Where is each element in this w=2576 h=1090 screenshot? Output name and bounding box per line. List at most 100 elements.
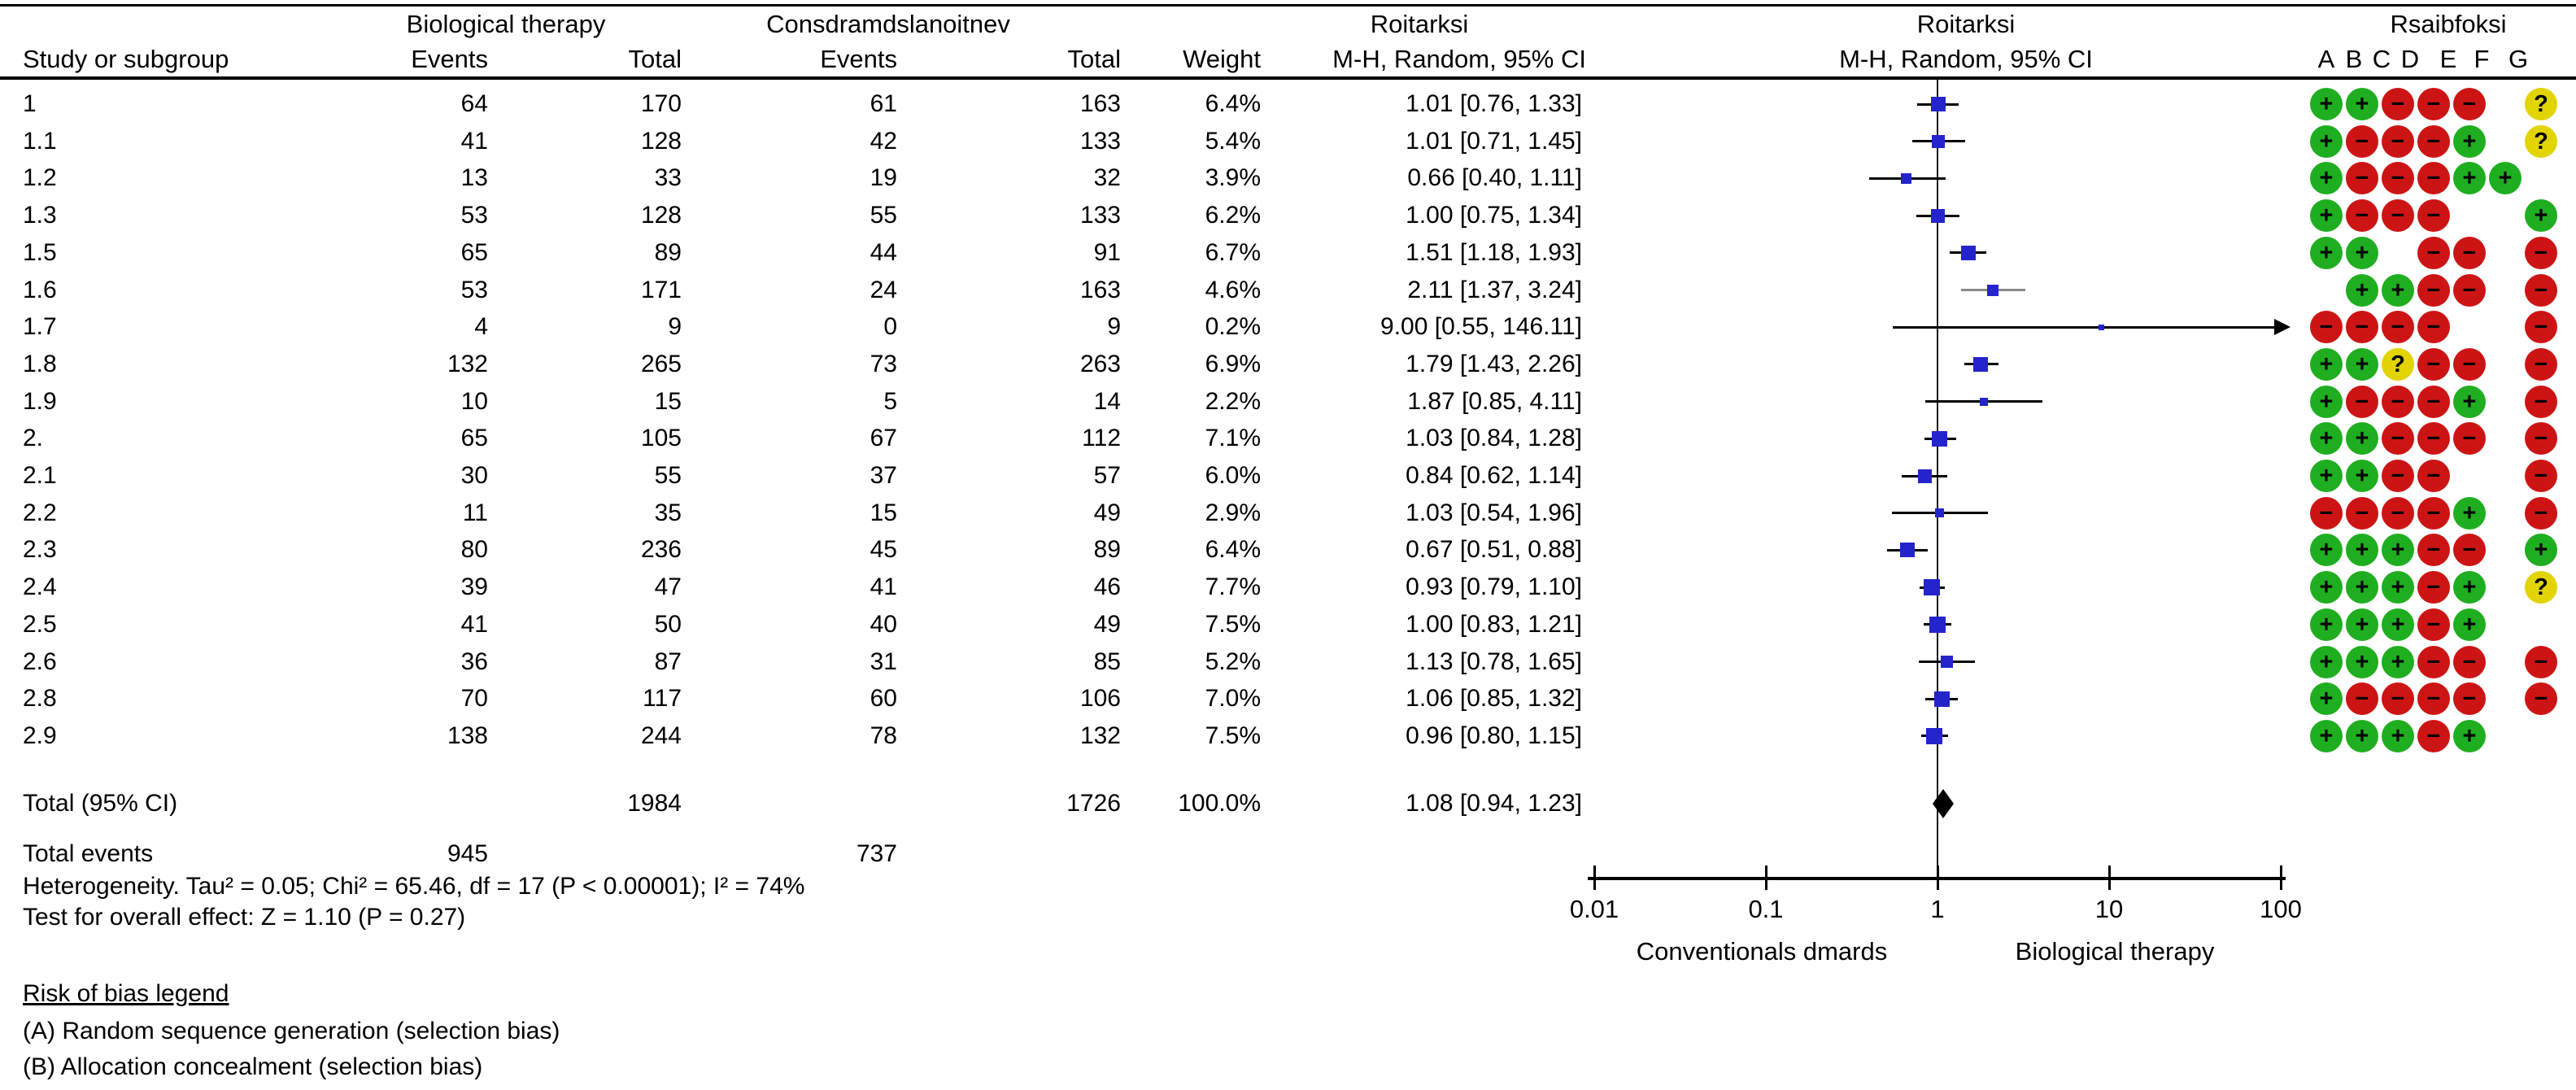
rob-letter-A: A bbox=[2317, 45, 2335, 73]
study-id: 2.3 bbox=[23, 536, 57, 564]
rob-circle-low: + bbox=[2489, 162, 2522, 195]
axis-label-right: Biological therapy bbox=[2015, 937, 2215, 966]
rob-circle-low: + bbox=[2310, 88, 2343, 120]
weight: 7.5% bbox=[1205, 610, 1261, 638]
events-2: 31 bbox=[870, 647, 897, 675]
rob-circle-low: + bbox=[2310, 236, 2343, 269]
events-2: 19 bbox=[870, 164, 897, 192]
rob-circle-high: − bbox=[2417, 682, 2450, 716]
rob-circle-low: + bbox=[2310, 460, 2343, 492]
rob-circle-high: − bbox=[2525, 385, 2557, 418]
rob-circle-low: + bbox=[2310, 719, 2343, 752]
rob-circle-low: + bbox=[2453, 124, 2486, 158]
weight: 7.7% bbox=[1205, 573, 1261, 601]
study-id: 1.5 bbox=[23, 238, 57, 266]
ci-text: 1.01 [0.71, 1.45] bbox=[1406, 127, 1582, 155]
rob-circle-high: − bbox=[2382, 162, 2414, 195]
events-1: 10 bbox=[460, 387, 488, 415]
rob-circle-high: − bbox=[2453, 347, 2486, 381]
group1-title: Biological therapy bbox=[406, 10, 606, 38]
total-2: 91 bbox=[1093, 238, 1121, 266]
events-2: 40 bbox=[870, 610, 897, 638]
rob-circle-low: + bbox=[2310, 682, 2343, 716]
rob-circle-high: − bbox=[2417, 460, 2450, 492]
total-1: 35 bbox=[654, 499, 682, 526]
total-1: 171 bbox=[640, 276, 682, 303]
rob-circle-low: + bbox=[2310, 385, 2343, 418]
study-id: 1.6 bbox=[23, 276, 57, 303]
total-2: 57 bbox=[1093, 462, 1121, 489]
rob-circle-high: − bbox=[2346, 496, 2378, 530]
rob-circle-low: + bbox=[2453, 162, 2486, 195]
total-weight: 100.0% bbox=[1178, 790, 1261, 817]
weight: 7.5% bbox=[1205, 722, 1261, 749]
effect-marker bbox=[1924, 579, 1941, 596]
rob-circle-high: − bbox=[2453, 682, 2486, 716]
study-id: 1.7 bbox=[23, 313, 57, 341]
study-id: 2.8 bbox=[23, 685, 57, 713]
ci-text: 0.67 [0.51, 0.88] bbox=[1406, 536, 1582, 564]
ci-text: 0.66 [0.40, 1.11] bbox=[1407, 164, 1582, 192]
rob-circle-low: + bbox=[2310, 571, 2343, 604]
weight: 6.4% bbox=[1205, 536, 1261, 564]
events-1: 138 bbox=[447, 722, 488, 749]
ci-text: 1.03 [0.54, 1.96] bbox=[1406, 499, 1582, 526]
effect-marker bbox=[1901, 172, 1912, 184]
rob-circle-low: + bbox=[2382, 608, 2414, 641]
total-row-label: Total (95% CI) bbox=[23, 790, 178, 817]
axis-tick-0.1 bbox=[1764, 865, 1767, 890]
events-1: 80 bbox=[460, 536, 488, 564]
events-2: 73 bbox=[870, 350, 897, 377]
rob-circle-high: − bbox=[2346, 311, 2378, 344]
rob-circle-high: − bbox=[2417, 571, 2450, 604]
rob-circle-high: − bbox=[2382, 311, 2414, 344]
rob-letter-B: B bbox=[2345, 45, 2363, 73]
rob-circle-low: + bbox=[2346, 347, 2378, 381]
weight: 4.6% bbox=[1205, 276, 1261, 303]
rob-circle-high: − bbox=[2417, 273, 2450, 307]
total-2: 133 bbox=[1079, 202, 1121, 229]
rob-circle-high: − bbox=[2417, 719, 2450, 752]
ci-text: 1.87 [0.85, 4.11] bbox=[1407, 387, 1582, 415]
events-1: 41 bbox=[460, 610, 488, 638]
events-1: 53 bbox=[460, 276, 488, 303]
rob-circle-high: − bbox=[2417, 311, 2450, 344]
rob-circle-high: − bbox=[2453, 236, 2486, 269]
rob-circle-low: + bbox=[2453, 608, 2486, 641]
total-1: 89 bbox=[654, 238, 682, 266]
weight: 0.2% bbox=[1205, 313, 1261, 341]
axis-tick-100 bbox=[2279, 865, 2282, 890]
rob-circle-high: − bbox=[2346, 385, 2378, 418]
total-2: 49 bbox=[1093, 610, 1121, 638]
study-id: 1.8 bbox=[23, 350, 57, 377]
rob-circle-low: + bbox=[2310, 608, 2343, 641]
study-id: 1.3 bbox=[23, 202, 57, 229]
group1-events-header: Events bbox=[411, 45, 488, 73]
rob-circle-low: + bbox=[2453, 496, 2486, 530]
events-1: 30 bbox=[460, 462, 488, 489]
ci-text: 1.00 [0.75, 1.34] bbox=[1406, 202, 1582, 229]
axis-tick-0.01 bbox=[1593, 865, 1596, 890]
rob-circle-high: − bbox=[2525, 347, 2557, 381]
rob-circle-unclear: ? bbox=[2525, 124, 2557, 158]
rob-circle-unclear: ? bbox=[2525, 88, 2557, 120]
ci-text: 1.06 [0.85, 1.32] bbox=[1406, 685, 1582, 713]
weight: 6.0% bbox=[1205, 462, 1261, 489]
events-1: 70 bbox=[460, 685, 488, 713]
events-2: 45 bbox=[870, 536, 897, 564]
total-events-label: Total events bbox=[23, 840, 154, 867]
axis-label-left: Conventionals dmards bbox=[1636, 937, 1888, 966]
rob-circle-high: − bbox=[2417, 124, 2450, 158]
rob-circle-high: − bbox=[2525, 422, 2557, 456]
rob-circle-high: − bbox=[2417, 422, 2450, 456]
events-1: 39 bbox=[460, 573, 488, 601]
weight: 2.9% bbox=[1205, 499, 1261, 526]
rob-circle-low: + bbox=[2346, 422, 2378, 456]
axis-tick-10 bbox=[2107, 865, 2111, 890]
effect-marker bbox=[1932, 430, 1948, 447]
rob-letter-F: F bbox=[2474, 45, 2490, 73]
total-2: 46 bbox=[1093, 573, 1121, 601]
total-2: 89 bbox=[1093, 536, 1121, 564]
total-2: 32 bbox=[1093, 164, 1121, 192]
total-2: 14 bbox=[1093, 387, 1121, 415]
